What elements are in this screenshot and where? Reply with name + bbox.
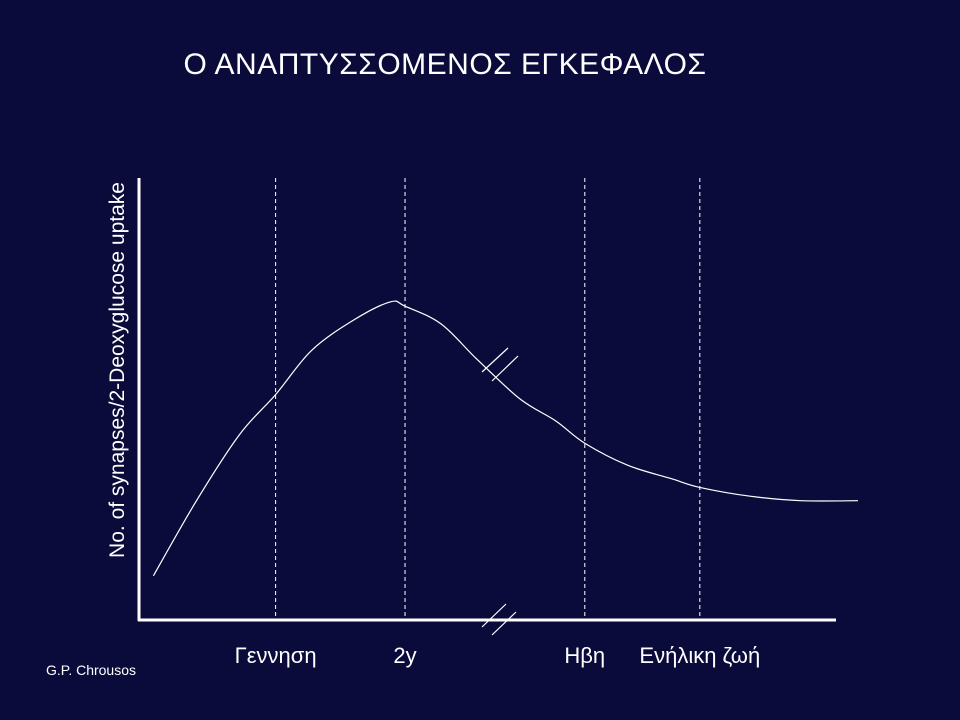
x-tick-label-2: Ηβη <box>564 643 605 668</box>
y-axis-label: No. of synapses/2-Deoxyglucose uptake <box>106 182 129 558</box>
x-tick-labels: Γεννηση 2y Ηβη Ενήλικη ζωή <box>235 643 761 668</box>
curve-break <box>481 347 519 382</box>
author-credit: G.P. Chrousos <box>46 662 137 678</box>
axis-break-x <box>481 603 517 636</box>
series-curve <box>152 300 859 577</box>
x-tick-label-0: Γεννηση <box>235 643 317 668</box>
marker-lines <box>275 178 701 620</box>
x-tick-label-1: 2y <box>393 643 416 668</box>
x-tick-label-3: Ενήλικη ζωή <box>639 643 760 668</box>
slide-title: Ο ΑΝΑΠΤΥΣΣΟΜΕΝΟΣ ΕΓΚΕΦΑΛΟΣ <box>183 48 707 81</box>
